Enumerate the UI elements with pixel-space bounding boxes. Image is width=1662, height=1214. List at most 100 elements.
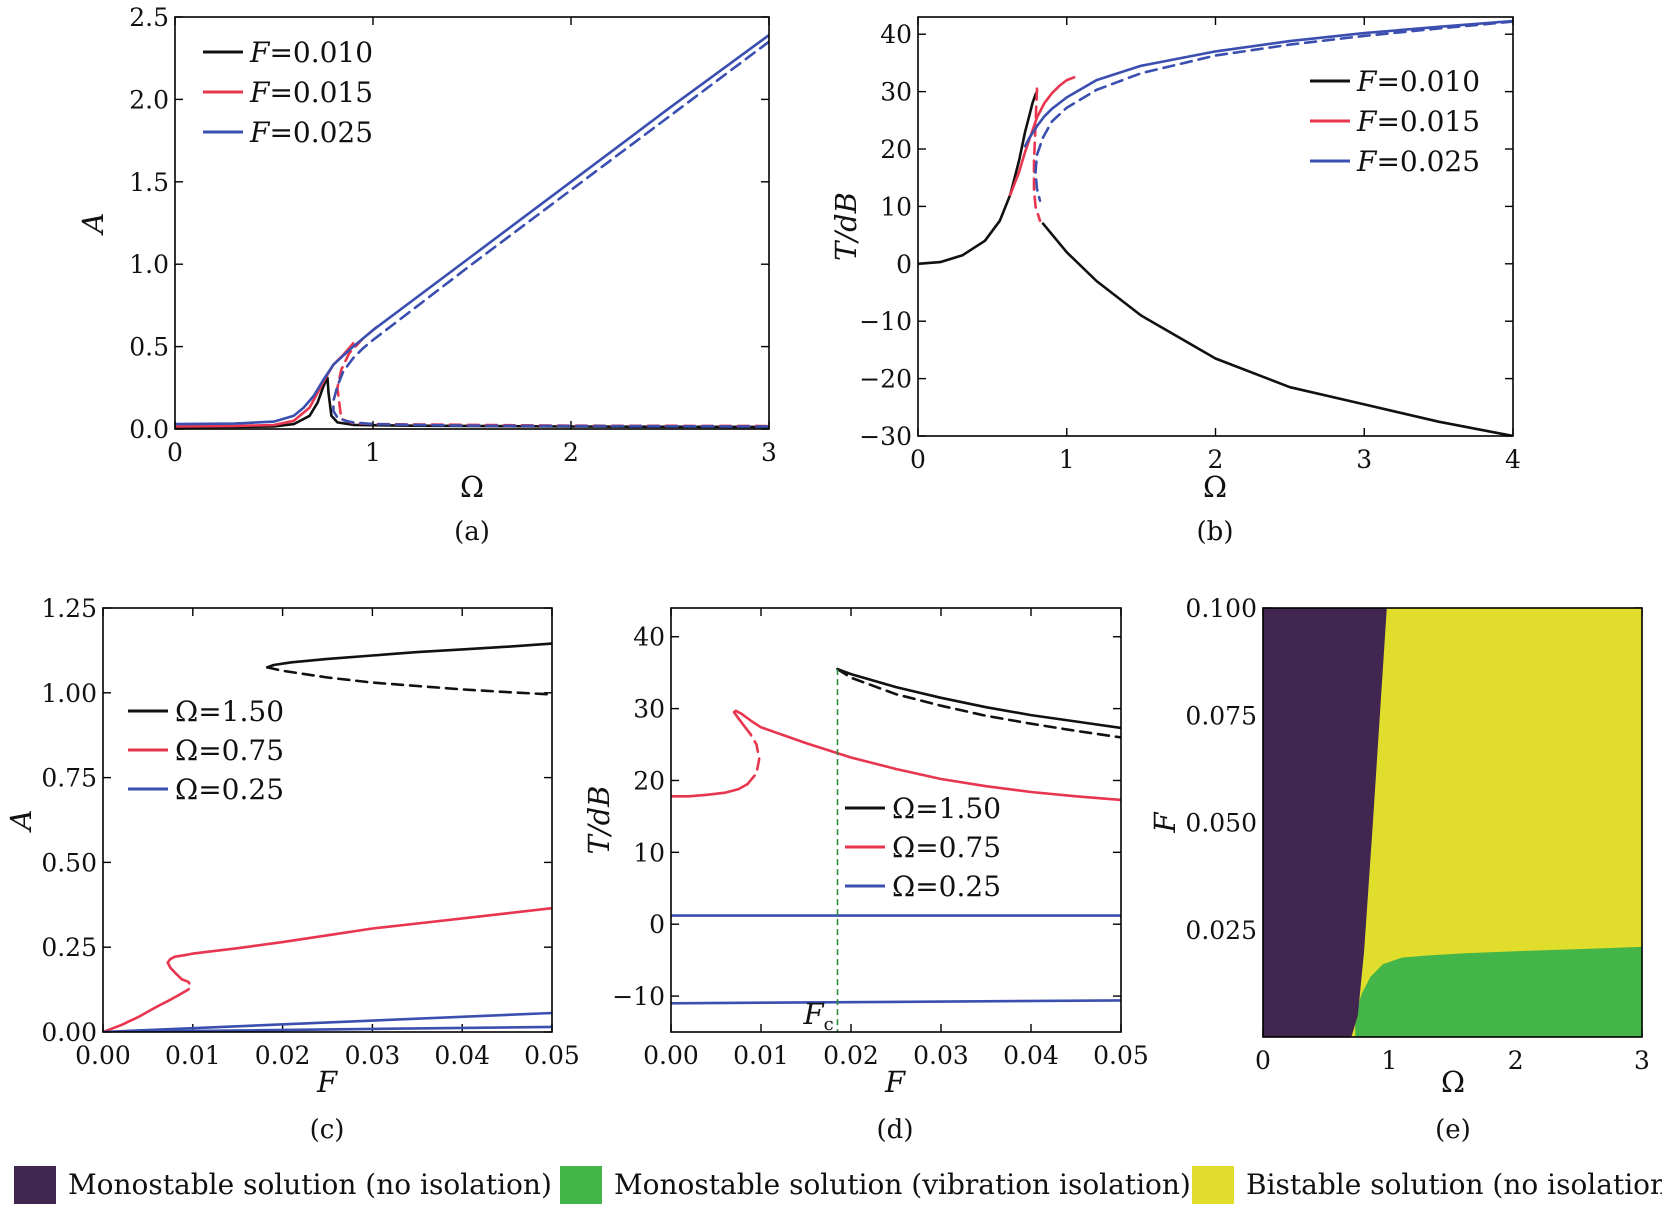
x-tick-label: 2: [1508, 1046, 1524, 1075]
legend-label: F=0.025: [249, 116, 373, 149]
y-axis-label: A: [4, 810, 38, 834]
x-tick-label: 1: [1381, 1046, 1397, 1075]
legend-label: Ω=0.75: [892, 831, 1001, 864]
x-axis-label: Ω: [460, 470, 484, 504]
y-tick-label: 10: [880, 192, 912, 221]
plot-frame: [102, 607, 553, 1033]
y-axis-label: T/dB: [582, 786, 616, 855]
legend-value: =0.75: [915, 831, 1001, 864]
series-line-blue: [103, 1011, 552, 1032]
series-line-red: [166, 906, 552, 981]
legend-value: =0.25: [915, 870, 1001, 903]
x-tick-label: 3: [1356, 445, 1372, 474]
x-tick-label: 0.05: [524, 1041, 580, 1070]
x-tick-label: 3: [1634, 1046, 1650, 1075]
panel-label: (a): [454, 517, 490, 547]
legend-label: Ω=1.50: [892, 792, 1001, 825]
x-tick-label: 0.03: [345, 1041, 401, 1070]
y-tick-label: 0.075: [1185, 701, 1257, 730]
x-tick-label: 2: [1208, 445, 1224, 474]
x-tick-label: 1: [1059, 445, 1075, 474]
y-tick-label: 20: [633, 766, 665, 795]
y-tick-label: 1.00: [41, 679, 97, 708]
x-axis-label: Ω: [1203, 470, 1227, 504]
legend-variable: F: [1356, 65, 1378, 98]
plot-frame: [670, 607, 1122, 1033]
legend-value: =0.025: [269, 116, 373, 149]
x-tick-label: 0.05: [1093, 1041, 1149, 1070]
x-tick-label: 0.04: [434, 1041, 490, 1070]
y-tick-label: 0.5: [129, 333, 169, 362]
plot-frame: [174, 16, 770, 430]
legend-label: Ω=0.25: [175, 773, 284, 806]
series-line-blue: [175, 33, 769, 426]
y-tick-label: 1.0: [129, 250, 169, 279]
region-legend-swatch: [1192, 1166, 1234, 1204]
legend-label: F=0.010: [1356, 65, 1480, 98]
series-line-black: [265, 642, 552, 669]
region-legend-swatch: [560, 1166, 602, 1204]
plot-area: [175, 33, 769, 429]
x-axis-label: F: [316, 1065, 338, 1099]
y-tick-label: −20: [859, 365, 912, 394]
y-tick-label: 40: [880, 20, 912, 49]
legend-label: F=0.015: [249, 76, 373, 109]
y-tick-label: 30: [633, 695, 665, 724]
legend-value: =0.015: [269, 76, 373, 109]
series-line-black: [918, 90, 1039, 266]
y-tick-label: 0: [649, 910, 665, 939]
x-tick-label: 0.01: [165, 1041, 221, 1070]
series-line-black: [836, 667, 1121, 739]
plot-area: [103, 642, 552, 1032]
region-legend-swatch: [14, 1166, 56, 1204]
legend-label: Ω=0.25: [892, 870, 1001, 903]
legend-value: =0.010: [269, 36, 373, 69]
x-tick-label: 0.04: [1003, 1041, 1059, 1070]
x-tick-label: 4: [1505, 445, 1521, 474]
plot-area: [918, 19, 1513, 436]
y-tick-label: 2.0: [129, 85, 169, 114]
legend-value: =1.50: [198, 695, 284, 728]
y-tick-label: −30: [859, 422, 912, 451]
x-axis-label: Ω: [1441, 1065, 1465, 1099]
legend-variable: Ω: [175, 695, 198, 728]
legend-value: =1.50: [915, 792, 1001, 825]
x-tick-label: 0.02: [823, 1041, 879, 1070]
plot-frame: [1262, 607, 1643, 1038]
legend-variable: Ω: [892, 831, 915, 864]
legend-variable: F: [249, 116, 271, 149]
x-tick-label: 0.03: [913, 1041, 969, 1070]
series-line-black: [175, 376, 769, 429]
critical-force-subscript: c: [824, 1014, 834, 1035]
series-line-red: [103, 993, 181, 1032]
legend-value: =0.025: [1376, 145, 1480, 178]
legend-variable: Ω: [892, 792, 915, 825]
legend-label: F=0.015: [1356, 105, 1480, 138]
x-tick-label: 2: [563, 438, 579, 467]
panel-label: (e): [1435, 1115, 1471, 1145]
panel-d: 0.00 0.01 0.02 0.03 0.04 0.05 −10 0 10 20 30 40 F T/d…: [582, 607, 1149, 1145]
y-tick-label: 0.050: [1185, 809, 1257, 838]
legend-label: F=0.010: [249, 36, 373, 69]
y-tick-label: 1.25: [41, 594, 97, 623]
panel-b: 0 1 2 3 4−30−20−10010203040ΩT/dB(b)F=0.010F=…: [829, 16, 1521, 547]
x-tick-label: 0.00: [75, 1041, 131, 1070]
y-axis-label: T/dB: [829, 192, 863, 261]
legend-variable: Ω: [175, 734, 198, 767]
series-line-black: [265, 666, 552, 696]
legend-variable: Ω: [175, 773, 198, 806]
legend-label: Ω=0.75: [175, 734, 284, 767]
series-line-red: [671, 782, 749, 798]
y-tick-label: 0.025: [1185, 916, 1257, 945]
region-legend-label: Monostable solution (no isolation): [68, 1168, 552, 1201]
series-line-blue: [103, 1025, 552, 1032]
legend-variable: F: [249, 36, 271, 69]
legend-value: =0.010: [1376, 65, 1480, 98]
y-tick-label: 0.50: [41, 848, 97, 877]
series-line-red: [746, 732, 761, 786]
series-line-blue: [332, 40, 769, 428]
series-line-red: [1008, 76, 1076, 197]
legend-label: Ω=1.50: [175, 695, 284, 728]
series-line-blue: [1023, 19, 1513, 148]
series-line-red: [336, 325, 769, 428]
